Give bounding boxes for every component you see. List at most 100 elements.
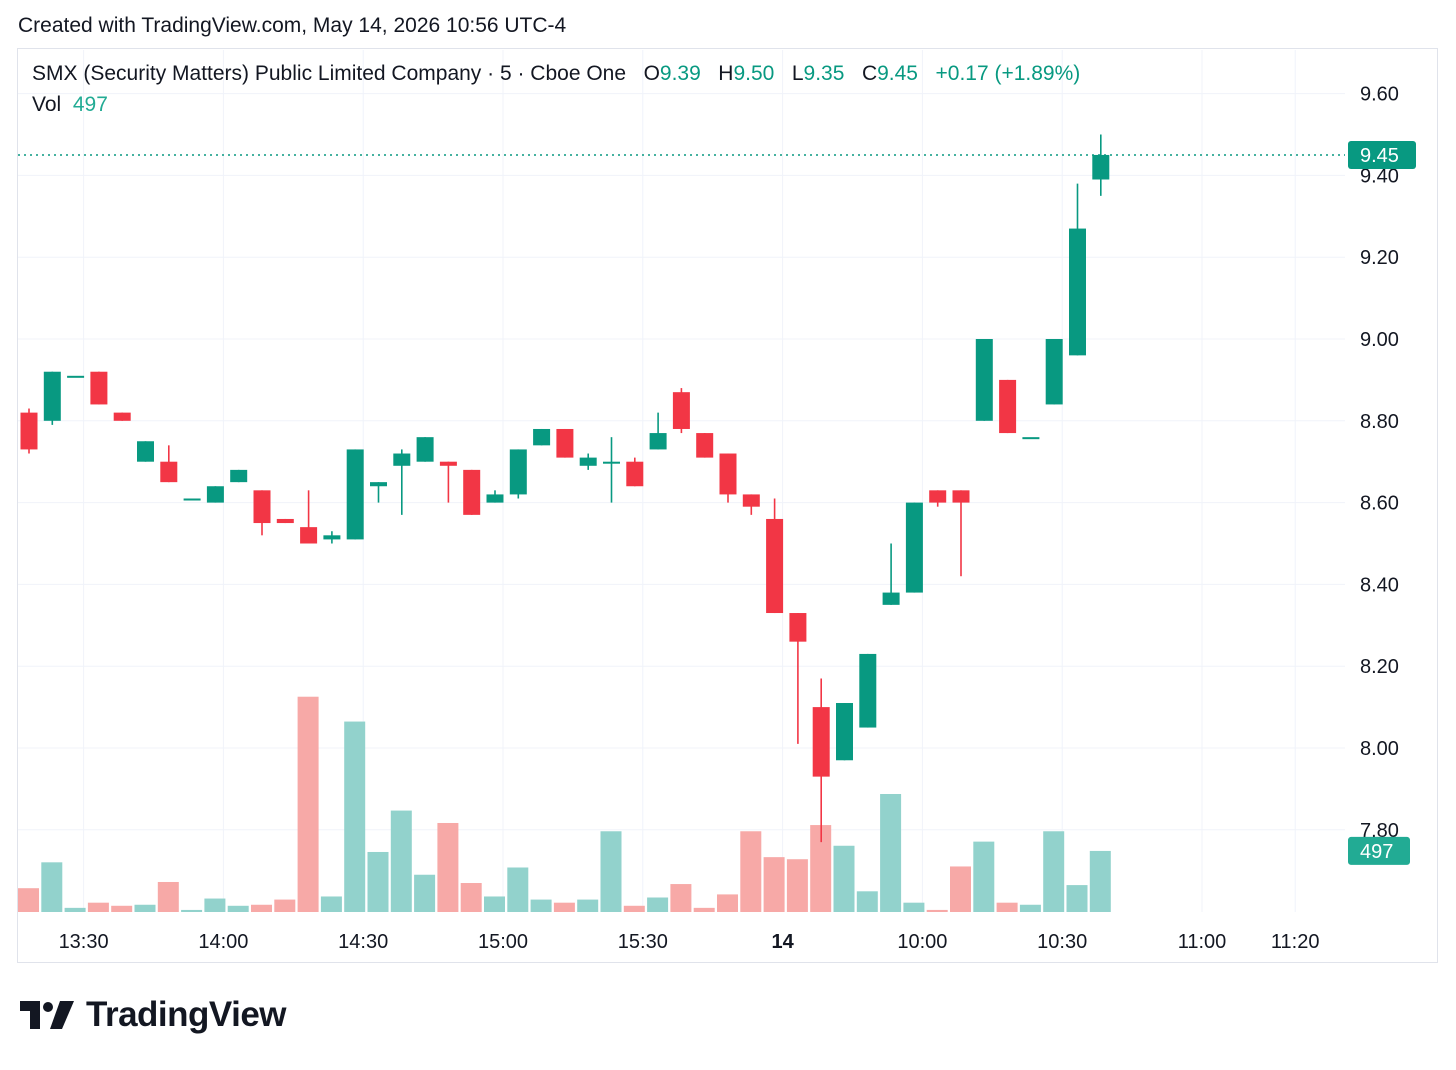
candle[interactable] (463, 469, 481, 515)
legend-change: +0.17 (+1.89%) (935, 62, 1081, 85)
price-tick-label: 8.40 (1360, 574, 1399, 596)
candle[interactable] (20, 408, 38, 454)
volume-bar (1066, 885, 1088, 912)
candle[interactable] (276, 518, 294, 524)
candle[interactable] (1092, 134, 1110, 196)
candle[interactable] (999, 379, 1017, 434)
candle[interactable] (719, 453, 737, 503)
candle[interactable] (137, 441, 154, 462)
candle-body (509, 449, 527, 495)
candle[interactable] (975, 339, 993, 421)
candle-body (766, 518, 784, 614)
volume-bar (320, 896, 342, 912)
tradingview-logo[interactable]: TradingView (20, 995, 287, 1035)
volume-bar (950, 866, 971, 912)
tradingview-logo-icon (20, 1001, 74, 1029)
candle[interactable] (812, 678, 830, 843)
tradingview-logo-text: TradingView (86, 995, 287, 1034)
volume-bar (227, 905, 249, 912)
legend-close-value: 9.45 (877, 62, 918, 85)
candle[interactable] (90, 371, 108, 405)
candle[interactable] (742, 494, 760, 515)
candle[interactable] (160, 445, 178, 483)
volume-legend: Vol 497 (32, 93, 108, 117)
candle-body (346, 449, 364, 540)
candle[interactable] (789, 613, 807, 744)
volume-bar (670, 884, 692, 912)
candle[interactable] (253, 490, 271, 536)
candle[interactable] (1069, 183, 1086, 356)
volume-bar (693, 907, 715, 912)
candle[interactable] (346, 449, 364, 540)
candle[interactable] (439, 461, 457, 503)
legend-low-value: 9.35 (803, 62, 845, 85)
time-axis: 13:30 14:00 14:30 15:00 15:30 14 10:00 10:30 11:… (59, 931, 1320, 953)
volume-bar (1043, 831, 1065, 912)
candle[interactable] (672, 388, 690, 434)
time-tick-label: 11:20 (1271, 931, 1320, 953)
volume-bar (111, 905, 133, 912)
volume-bar (623, 905, 645, 912)
candle[interactable] (416, 437, 434, 462)
candle-body (300, 527, 318, 544)
candle[interactable] (230, 469, 248, 483)
candle[interactable] (113, 412, 131, 421)
volume-bar (297, 696, 319, 912)
candle[interactable] (905, 502, 923, 593)
candle[interactable] (206, 486, 224, 503)
volume-bar (926, 909, 948, 912)
volume-bar (274, 899, 296, 912)
candle-body (696, 433, 714, 458)
candle[interactable] (300, 490, 318, 544)
legend-close-label: C (861, 62, 878, 85)
candle[interactable] (509, 449, 527, 499)
candle[interactable] (556, 428, 574, 458)
candle[interactable] (952, 490, 970, 577)
volume-bar (880, 794, 902, 912)
candle[interactable] (836, 703, 853, 761)
time-tick-label: 14:30 (338, 931, 388, 953)
candle[interactable] (649, 412, 667, 450)
candle[interactable] (486, 490, 504, 503)
candle[interactable] (882, 543, 900, 605)
volume-bar (1089, 850, 1111, 912)
candle-body (416, 437, 434, 462)
candle[interactable] (183, 498, 201, 501)
time-tick-label: 15:30 (618, 931, 668, 953)
volume-bar (367, 851, 389, 912)
volume-bar (600, 831, 622, 912)
candle[interactable] (696, 433, 714, 458)
candle[interactable] (67, 375, 85, 378)
candle[interactable] (626, 457, 644, 487)
volume-bar (181, 909, 203, 912)
volume-bar (786, 859, 808, 912)
candle-body (672, 392, 690, 429)
volume-bar (553, 902, 575, 912)
candle-body (882, 592, 900, 605)
candle[interactable] (43, 371, 61, 425)
volume-bar (484, 896, 505, 912)
candle-body (1069, 228, 1086, 356)
grid-lines (18, 50, 1345, 912)
candle-body (929, 490, 947, 503)
volume-bar (414, 874, 436, 912)
candle[interactable] (393, 449, 411, 515)
candle[interactable] (533, 428, 551, 446)
candle[interactable] (323, 531, 341, 544)
candle-body (1022, 437, 1040, 440)
candle-body (160, 461, 178, 483)
time-tick-label: 11:00 (1178, 931, 1227, 953)
candle[interactable] (1022, 437, 1040, 440)
candle[interactable] (370, 482, 387, 503)
candle[interactable] (603, 437, 620, 503)
candle[interactable] (1045, 339, 1063, 405)
candle[interactable] (766, 498, 784, 614)
candle-body (999, 379, 1017, 434)
candle[interactable] (929, 490, 947, 507)
candle[interactable] (859, 653, 877, 728)
candle-body (905, 502, 923, 593)
candle[interactable] (579, 453, 597, 470)
volume-bar (64, 907, 86, 912)
volume-badge: 497 (1348, 836, 1410, 865)
